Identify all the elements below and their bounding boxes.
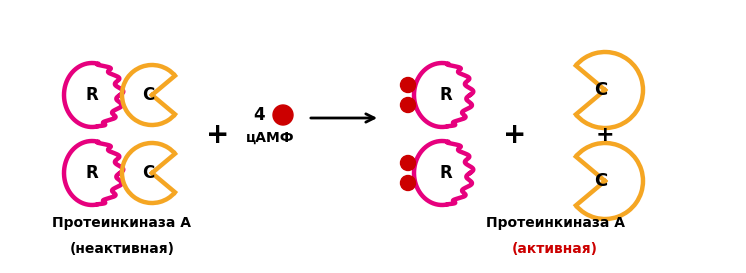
Text: R: R [439, 86, 452, 104]
Text: (неактивная): (неактивная) [69, 242, 175, 256]
Circle shape [401, 97, 416, 112]
Text: C: C [595, 172, 608, 190]
Circle shape [401, 156, 416, 171]
Text: C: C [142, 86, 154, 104]
Text: +: + [596, 125, 614, 145]
Text: Протеинкиназа А: Протеинкиназа А [52, 216, 192, 230]
Text: +: + [504, 121, 527, 149]
Text: цАМФ: цАМФ [245, 131, 295, 145]
Text: C: C [142, 164, 154, 182]
Text: R: R [86, 164, 98, 182]
Text: R: R [86, 86, 98, 104]
Text: C: C [595, 81, 608, 99]
Text: (активная): (активная) [512, 242, 598, 256]
Circle shape [401, 176, 416, 191]
Text: 4: 4 [254, 106, 265, 124]
Text: +: + [207, 121, 230, 149]
Circle shape [401, 78, 416, 93]
Text: Протеинкиназа А: Протеинкиназа А [486, 216, 624, 230]
Text: R: R [439, 164, 452, 182]
Circle shape [273, 105, 293, 125]
